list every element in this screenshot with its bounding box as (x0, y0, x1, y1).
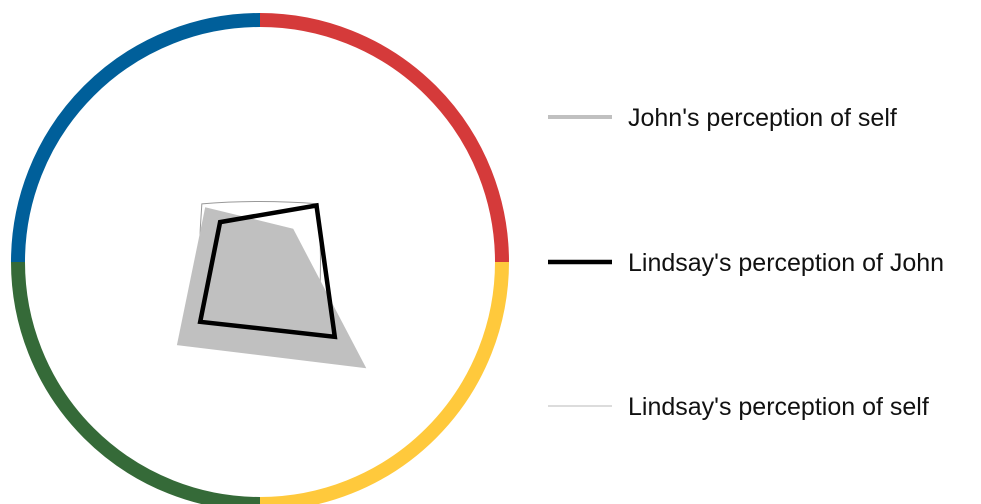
legend: John's perception of self Lindsay's perce… (548, 104, 944, 421)
legend-label-0: John's perception of self (628, 104, 897, 132)
ring-segment-green (11, 261, 261, 504)
ring-segment-yellow (259, 261, 509, 504)
series-0-shape (176, 207, 367, 369)
quadrant-ring (11, 13, 509, 504)
legend-label-1: Lindsay's perception of John (628, 249, 944, 277)
ring-segment-red (259, 13, 509, 263)
series-1-shape (197, 202, 338, 340)
legend-label-2: Lindsay's perception of self (628, 393, 929, 421)
ring-segment-blue (11, 13, 261, 263)
series-layer (176, 201, 367, 369)
